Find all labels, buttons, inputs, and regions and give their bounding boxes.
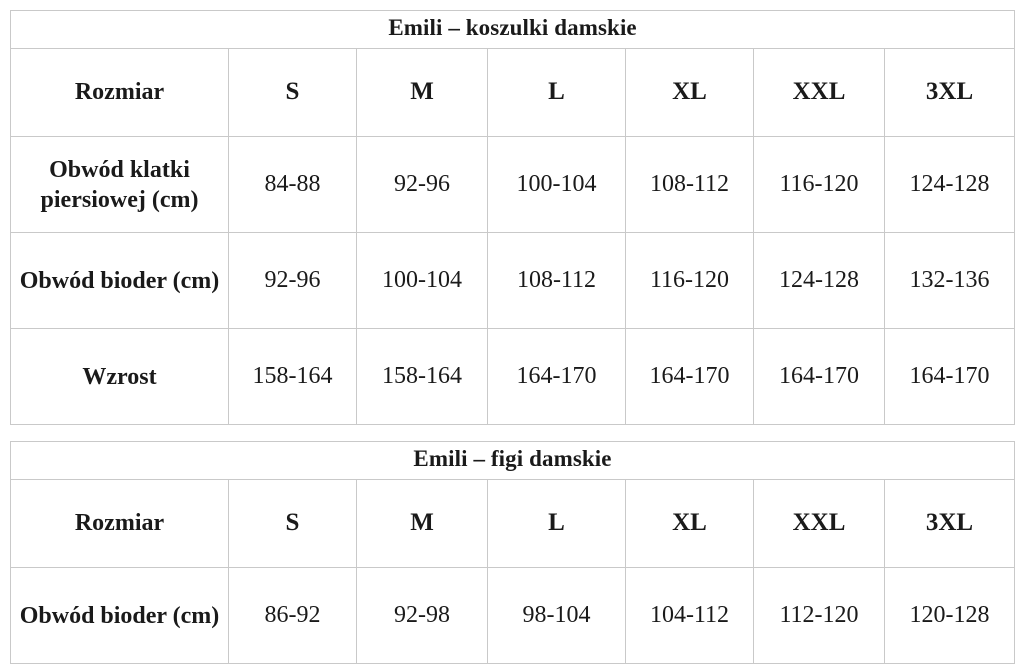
cell-value: 164-170 (487, 328, 626, 425)
cell-value: 92-98 (356, 567, 488, 664)
cell-value: 164-170 (753, 328, 885, 425)
table-title: Emili – figi damskie (10, 441, 1015, 480)
cell-value: 92-96 (356, 136, 488, 233)
size-chart-page: Emili – koszulki damskie Rozmiar S M L X… (9, 10, 1016, 664)
cell-value: 86-92 (228, 567, 357, 664)
cell-value: 120-128 (884, 567, 1015, 664)
column-header-m: M (356, 48, 488, 137)
column-header-rozmiar: Rozmiar (10, 48, 229, 137)
size-table-figi-damskie: Emili – figi damskie Rozmiar S M L XL XX… (10, 441, 1015, 664)
table-title: Emili – koszulki damskie (9, 10, 1016, 49)
table-row: Obwód bioder (cm) 92-96 100-104 108-112 … (10, 232, 1016, 329)
table-row: Obwód klatki piersiowej (cm) 84-88 92-96… (10, 136, 1016, 233)
table-header-row: Rozmiar S M L XL XXL 3XL (10, 48, 1016, 137)
cell-value: 124-128 (883, 136, 1016, 233)
table-row: Obwód bioder (cm) 86-92 92-98 98-104 104… (10, 567, 1015, 664)
cell-value: 164-170 (883, 328, 1016, 425)
column-header-l: L (487, 479, 626, 568)
row-label-wzrost: Wzrost (10, 328, 229, 425)
column-header-m: M (356, 479, 488, 568)
cell-value: 108-112 (487, 232, 626, 329)
cell-value: 158-164 (356, 328, 488, 425)
cell-value: 92-96 (228, 232, 357, 329)
column-header-3xl: 3XL (883, 48, 1016, 137)
cell-value: 108-112 (625, 136, 754, 233)
cell-value: 104-112 (625, 567, 754, 664)
cell-value: 158-164 (228, 328, 357, 425)
row-label-obwod-klatki-piersiowej: Obwód klatki piersiowej (cm) (10, 136, 229, 233)
cell-value: 100-104 (356, 232, 488, 329)
size-table-koszulki-damskie: Emili – koszulki damskie Rozmiar S M L X… (9, 10, 1016, 425)
table-title-row: Emili – koszulki damskie (9, 10, 1016, 49)
cell-value: 84-88 (228, 136, 357, 233)
table-row: Wzrost 158-164 158-164 164-170 164-170 1… (10, 328, 1016, 425)
cell-value: 100-104 (487, 136, 626, 233)
cell-value: 164-170 (625, 328, 754, 425)
column-header-xxl: XXL (753, 479, 885, 568)
cell-value: 124-128 (753, 232, 885, 329)
cell-value: 98-104 (487, 567, 626, 664)
table-header-row: Rozmiar S M L XL XXL 3XL (10, 479, 1015, 568)
column-header-s: S (228, 479, 357, 568)
cell-value: 132-136 (883, 232, 1016, 329)
column-header-xxl: XXL (753, 48, 885, 137)
column-header-rozmiar: Rozmiar (10, 479, 229, 568)
column-header-l: L (487, 48, 626, 137)
column-header-s: S (228, 48, 357, 137)
column-header-xl: XL (625, 479, 754, 568)
row-label-obwod-bioder: Obwód bioder (cm) (10, 567, 229, 664)
cell-value: 116-120 (625, 232, 754, 329)
row-label-obwod-bioder: Obwód bioder (cm) (10, 232, 229, 329)
cell-value: 112-120 (753, 567, 885, 664)
cell-value: 116-120 (753, 136, 885, 233)
column-header-3xl: 3XL (884, 479, 1015, 568)
column-header-xl: XL (625, 48, 754, 137)
table-title-row: Emili – figi damskie (10, 441, 1015, 480)
